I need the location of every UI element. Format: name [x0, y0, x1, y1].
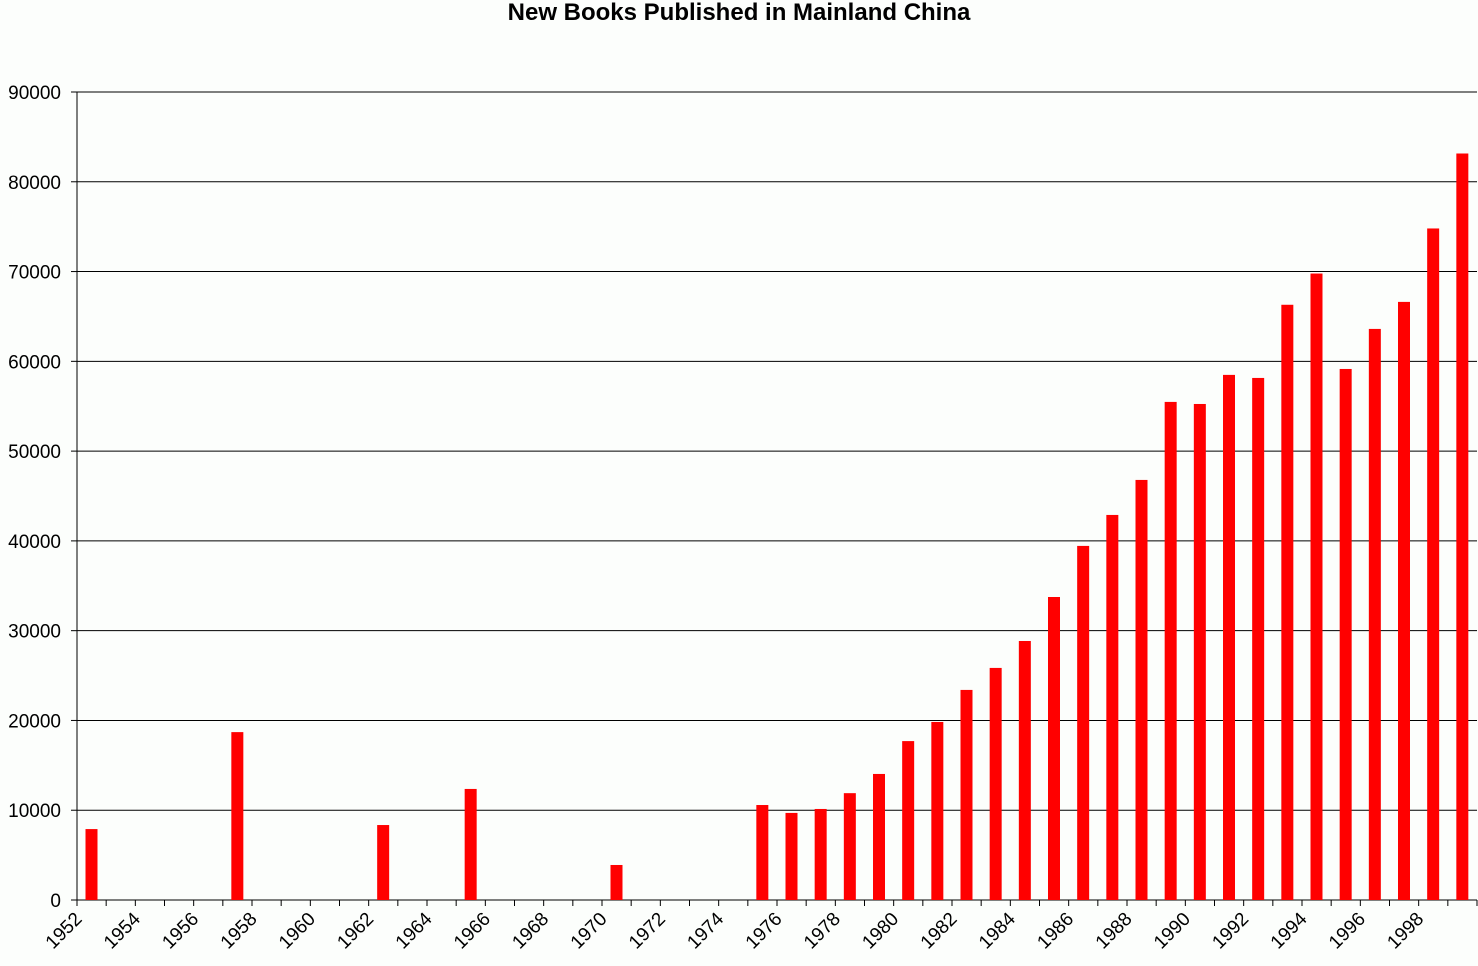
y-tick-label: 20000: [8, 711, 61, 732]
x-tick-label: 1998: [1383, 909, 1428, 954]
x-tick-label: 1960: [275, 909, 320, 954]
x-tick-label: 1984: [975, 908, 1020, 953]
bar-1978: [843, 793, 856, 900]
bar-1983: [989, 667, 1002, 900]
bar-1985: [1048, 597, 1060, 900]
bar-1997: [1398, 301, 1410, 900]
x-tick-label: 1974: [683, 908, 728, 953]
bar-1980: [902, 741, 915, 900]
x-tick-label: 1994: [1267, 908, 1312, 953]
x-tick-label: 1968: [508, 909, 553, 954]
x-tick-label: 1978: [800, 909, 845, 954]
bar-1989: [1164, 401, 1177, 900]
x-tick-label: 1990: [1150, 909, 1195, 954]
y-tick-label: 80000: [8, 173, 61, 194]
y-tick-label: 70000: [8, 263, 61, 284]
bar-1995: [1339, 368, 1352, 900]
bar-1990: [1193, 403, 1206, 900]
y-tick-label: 50000: [8, 442, 61, 463]
y-tick-label: 30000: [8, 622, 61, 643]
bar-1988: [1135, 479, 1148, 900]
chart-title: New Books Published in Mainland China: [507, 0, 971, 26]
bar-1957: [231, 732, 244, 900]
x-tick-label: 1964: [392, 908, 437, 953]
x-tick-label: 1952: [42, 909, 87, 954]
bar-1991: [1223, 374, 1235, 900]
x-tick-label: 1956: [158, 909, 203, 954]
x-tick-label: 1970: [567, 909, 612, 954]
bar-1952: [85, 829, 98, 900]
y-tick-label: 60000: [8, 352, 61, 373]
bar-1976: [785, 812, 798, 900]
y-tick-label: 10000: [8, 801, 61, 822]
bar-1981: [931, 721, 944, 900]
bar-1996: [1368, 328, 1381, 900]
x-tick-label: 1988: [1092, 909, 1137, 954]
bar-1979: [873, 773, 885, 900]
y-tick-label: 40000: [8, 532, 61, 553]
bar-1993: [1281, 304, 1294, 901]
x-tick-label: 1992: [1208, 909, 1253, 954]
x-tick-label: 1966: [450, 909, 495, 954]
x-tick-label: 1980: [858, 909, 903, 954]
bar-1999: [1456, 153, 1469, 900]
bar-1987: [1106, 514, 1119, 900]
x-tick-label: 1976: [742, 909, 787, 954]
bar-1992: [1252, 377, 1265, 900]
bar-1998: [1427, 228, 1440, 900]
x-tick-label: 1954: [100, 908, 145, 953]
bar-1965: [464, 788, 477, 900]
bar-1970: [610, 864, 623, 900]
bar-1994: [1310, 273, 1323, 901]
x-tick-label: 1962: [333, 909, 378, 954]
x-tick-label: 1972: [625, 909, 670, 954]
bar-1986: [1077, 545, 1090, 900]
bar-1975: [756, 805, 769, 900]
bar-1982: [960, 689, 973, 900]
bar-1977: [814, 808, 827, 900]
bar-1962: [377, 825, 390, 900]
x-tick-label: 1986: [1033, 909, 1078, 954]
x-tick-label: 1982: [917, 909, 962, 954]
x-tick-label: 1958: [217, 909, 262, 954]
bar-1984: [1018, 640, 1031, 900]
y-tick-label: 90000: [8, 83, 61, 104]
x-tick-label: 1996: [1325, 909, 1370, 954]
y-tick-label: 0: [50, 891, 61, 912]
